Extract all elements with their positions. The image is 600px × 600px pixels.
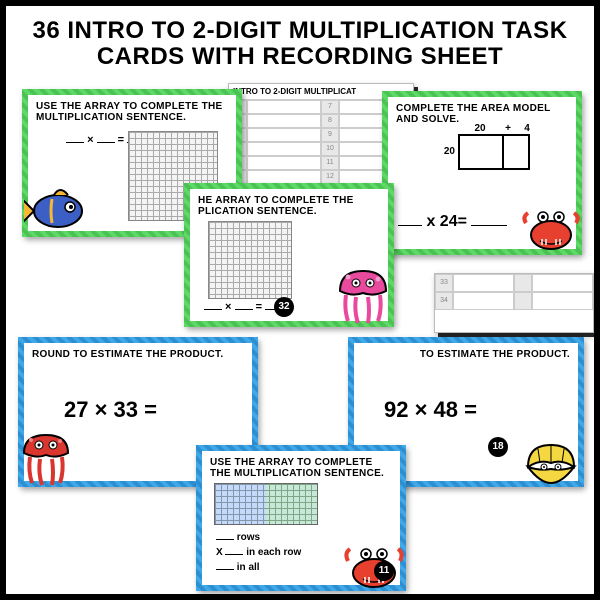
card-area-model: COMPLETE THE AREA MODEL AND SOLVE. 20+4 … <box>382 91 582 255</box>
badge-11: 11 <box>374 561 394 581</box>
round-right-eq: 92 × 48 = <box>384 397 477 423</box>
recording-sheet-right: 33 34 <box>434 273 594 333</box>
fish-icon <box>24 183 96 235</box>
card-32: HE ARRAY TO COMPLETE THE PLICATION SENTE… <box>184 183 394 327</box>
badge-32: 32 <box>274 297 294 317</box>
badge-18: 18 <box>488 437 508 457</box>
card-31-instr: USE THE ARRAY TO COMPLETE THE MULTIPLICA… <box>36 101 228 124</box>
title-line-2: CARDS WITH RECORDING SHEET <box>26 44 574 70</box>
title-line-1: 36 INTRO TO 2-DIGIT MULTIPLICATION TASK <box>26 18 574 44</box>
area-model: 20+4 20 <box>442 123 540 170</box>
card-11-instr: USE THE ARRAY TO COMPLETE THE MULTIPLICA… <box>210 457 392 480</box>
round-left-eq: 27 × 33 = <box>64 397 157 423</box>
array-grid-32 <box>208 221 292 299</box>
page-frame: 36 INTRO TO 2-DIGIT MULTIPLICATION TASK … <box>6 6 594 594</box>
clam-icon <box>520 437 582 487</box>
card-32-instr-2: PLICATION SENTENCE. <box>198 206 380 218</box>
card-32-instr-1: HE ARRAY TO COMPLETE THE <box>198 195 380 207</box>
card-stage: INTRO TO 2-DIGIT MULTIPLICAT 17 28 39 41… <box>6 75 594 595</box>
page-title: 36 INTRO TO 2-DIGIT MULTIPLICATION TASK … <box>6 6 594 75</box>
crab-icon <box>520 203 582 255</box>
round-left-instr: ROUND TO ESTIMATE THE PRODUCT. <box>32 349 244 361</box>
round-right-instr: TO ESTIMATE THE PRODUCT. <box>362 349 570 361</box>
array-grid-11 <box>214 483 318 525</box>
card-11: USE THE ARRAY TO COMPLETE THE MULTIPLICA… <box>196 445 406 591</box>
jellyfish-pink-icon <box>334 265 392 329</box>
jellyfish-red-icon <box>18 429 74 491</box>
sheet-grid-2: 33 34 <box>435 274 593 310</box>
